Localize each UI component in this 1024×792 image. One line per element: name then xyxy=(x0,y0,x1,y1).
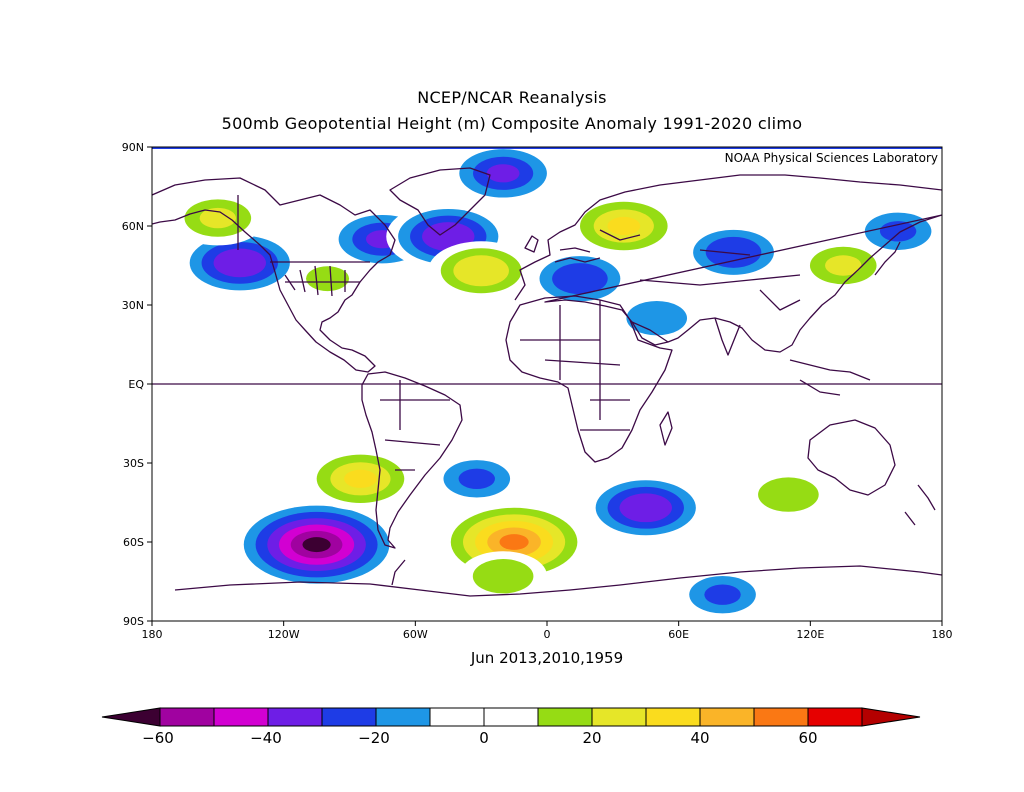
contour-band xyxy=(758,477,819,512)
chart-subtitle: 500mb Geopotential Height (m) Composite … xyxy=(221,114,803,133)
lon-tick-label: 120W xyxy=(268,628,300,641)
lat-tick-label: 60S xyxy=(123,536,144,549)
colorbar-swatch xyxy=(645,707,701,727)
contour-band xyxy=(552,263,608,295)
anomaly-center xyxy=(794,238,892,293)
contour-band xyxy=(499,534,529,550)
contour-band xyxy=(704,584,741,605)
contour-band xyxy=(486,164,520,183)
anomaly-center xyxy=(566,194,682,258)
colorbar-label: 20 xyxy=(582,729,601,747)
colorbar-swatch xyxy=(483,707,539,727)
anomaly-center xyxy=(744,469,833,520)
colorbar-swatch xyxy=(321,707,377,727)
contour-band xyxy=(453,255,509,287)
colorbar-label: −60 xyxy=(142,729,174,747)
colorbar-swatch xyxy=(807,707,863,727)
contour-band xyxy=(472,559,534,594)
lon-tick-label: 180 xyxy=(932,628,953,641)
chart-title: NCEP/NCAR Reanalysis xyxy=(417,88,607,107)
colorbar-swatch xyxy=(591,707,647,727)
contour-band xyxy=(619,493,672,523)
colorbar-swatch xyxy=(375,707,431,727)
anomaly-center xyxy=(428,241,535,301)
lat-tick-label: 30S xyxy=(123,457,144,470)
anomaly-center xyxy=(169,190,267,246)
anomaly-center xyxy=(428,451,526,507)
lat-tick-label: 30N xyxy=(122,299,144,312)
coastlines xyxy=(152,167,942,597)
lat-tick-label: 90S xyxy=(123,615,144,628)
colorbar-label: −20 xyxy=(358,729,390,747)
colorbar-over-arrow xyxy=(861,707,921,727)
colorbar-swatch xyxy=(213,707,269,727)
colorbar-label: −40 xyxy=(250,729,282,747)
lon-tick-label: 180 xyxy=(142,628,163,641)
x-axis-title: Jun 2013,2010,1959 xyxy=(470,649,624,667)
credit-box xyxy=(632,149,942,166)
anomaly-center xyxy=(302,447,418,511)
contour-band xyxy=(199,207,237,229)
lon-tick-label: 0 xyxy=(544,628,551,641)
anomaly-center xyxy=(232,499,402,590)
anomaly-center xyxy=(288,255,368,302)
colorbar-label: 40 xyxy=(690,729,709,747)
contour-band xyxy=(705,236,762,268)
colorbar-swatch xyxy=(159,707,215,727)
contour-band xyxy=(213,248,266,278)
anomaly-center xyxy=(583,473,708,542)
colorbar-under-arrow xyxy=(101,707,161,727)
lat-tick-label: 90N xyxy=(122,141,144,154)
anomaly-center xyxy=(445,147,561,206)
colorbar-swatch xyxy=(267,707,323,727)
colorbar-label: 60 xyxy=(798,729,817,747)
contour-band xyxy=(825,255,862,276)
contour-band xyxy=(607,216,641,236)
colorbar-swatch xyxy=(753,707,809,727)
lon-tick-label: 60W xyxy=(403,628,428,641)
contour-band xyxy=(458,468,495,489)
colorbar-swatch xyxy=(429,707,485,727)
contour-band xyxy=(302,537,331,553)
anomaly-center xyxy=(674,567,772,621)
colorbar-swatch xyxy=(537,707,593,727)
credit-label: NOAA Physical Sciences Laboratory xyxy=(725,151,938,165)
lon-tick-label: 60E xyxy=(668,628,689,641)
anomaly-center xyxy=(459,551,548,602)
lat-tick-label: EQ xyxy=(128,378,144,391)
colorbar-label: 0 xyxy=(479,729,489,747)
colorbar-swatch xyxy=(699,707,755,727)
lon-tick-label: 120E xyxy=(796,628,824,641)
contour-band xyxy=(344,469,377,488)
lat-tick-label: 60N xyxy=(122,220,144,233)
